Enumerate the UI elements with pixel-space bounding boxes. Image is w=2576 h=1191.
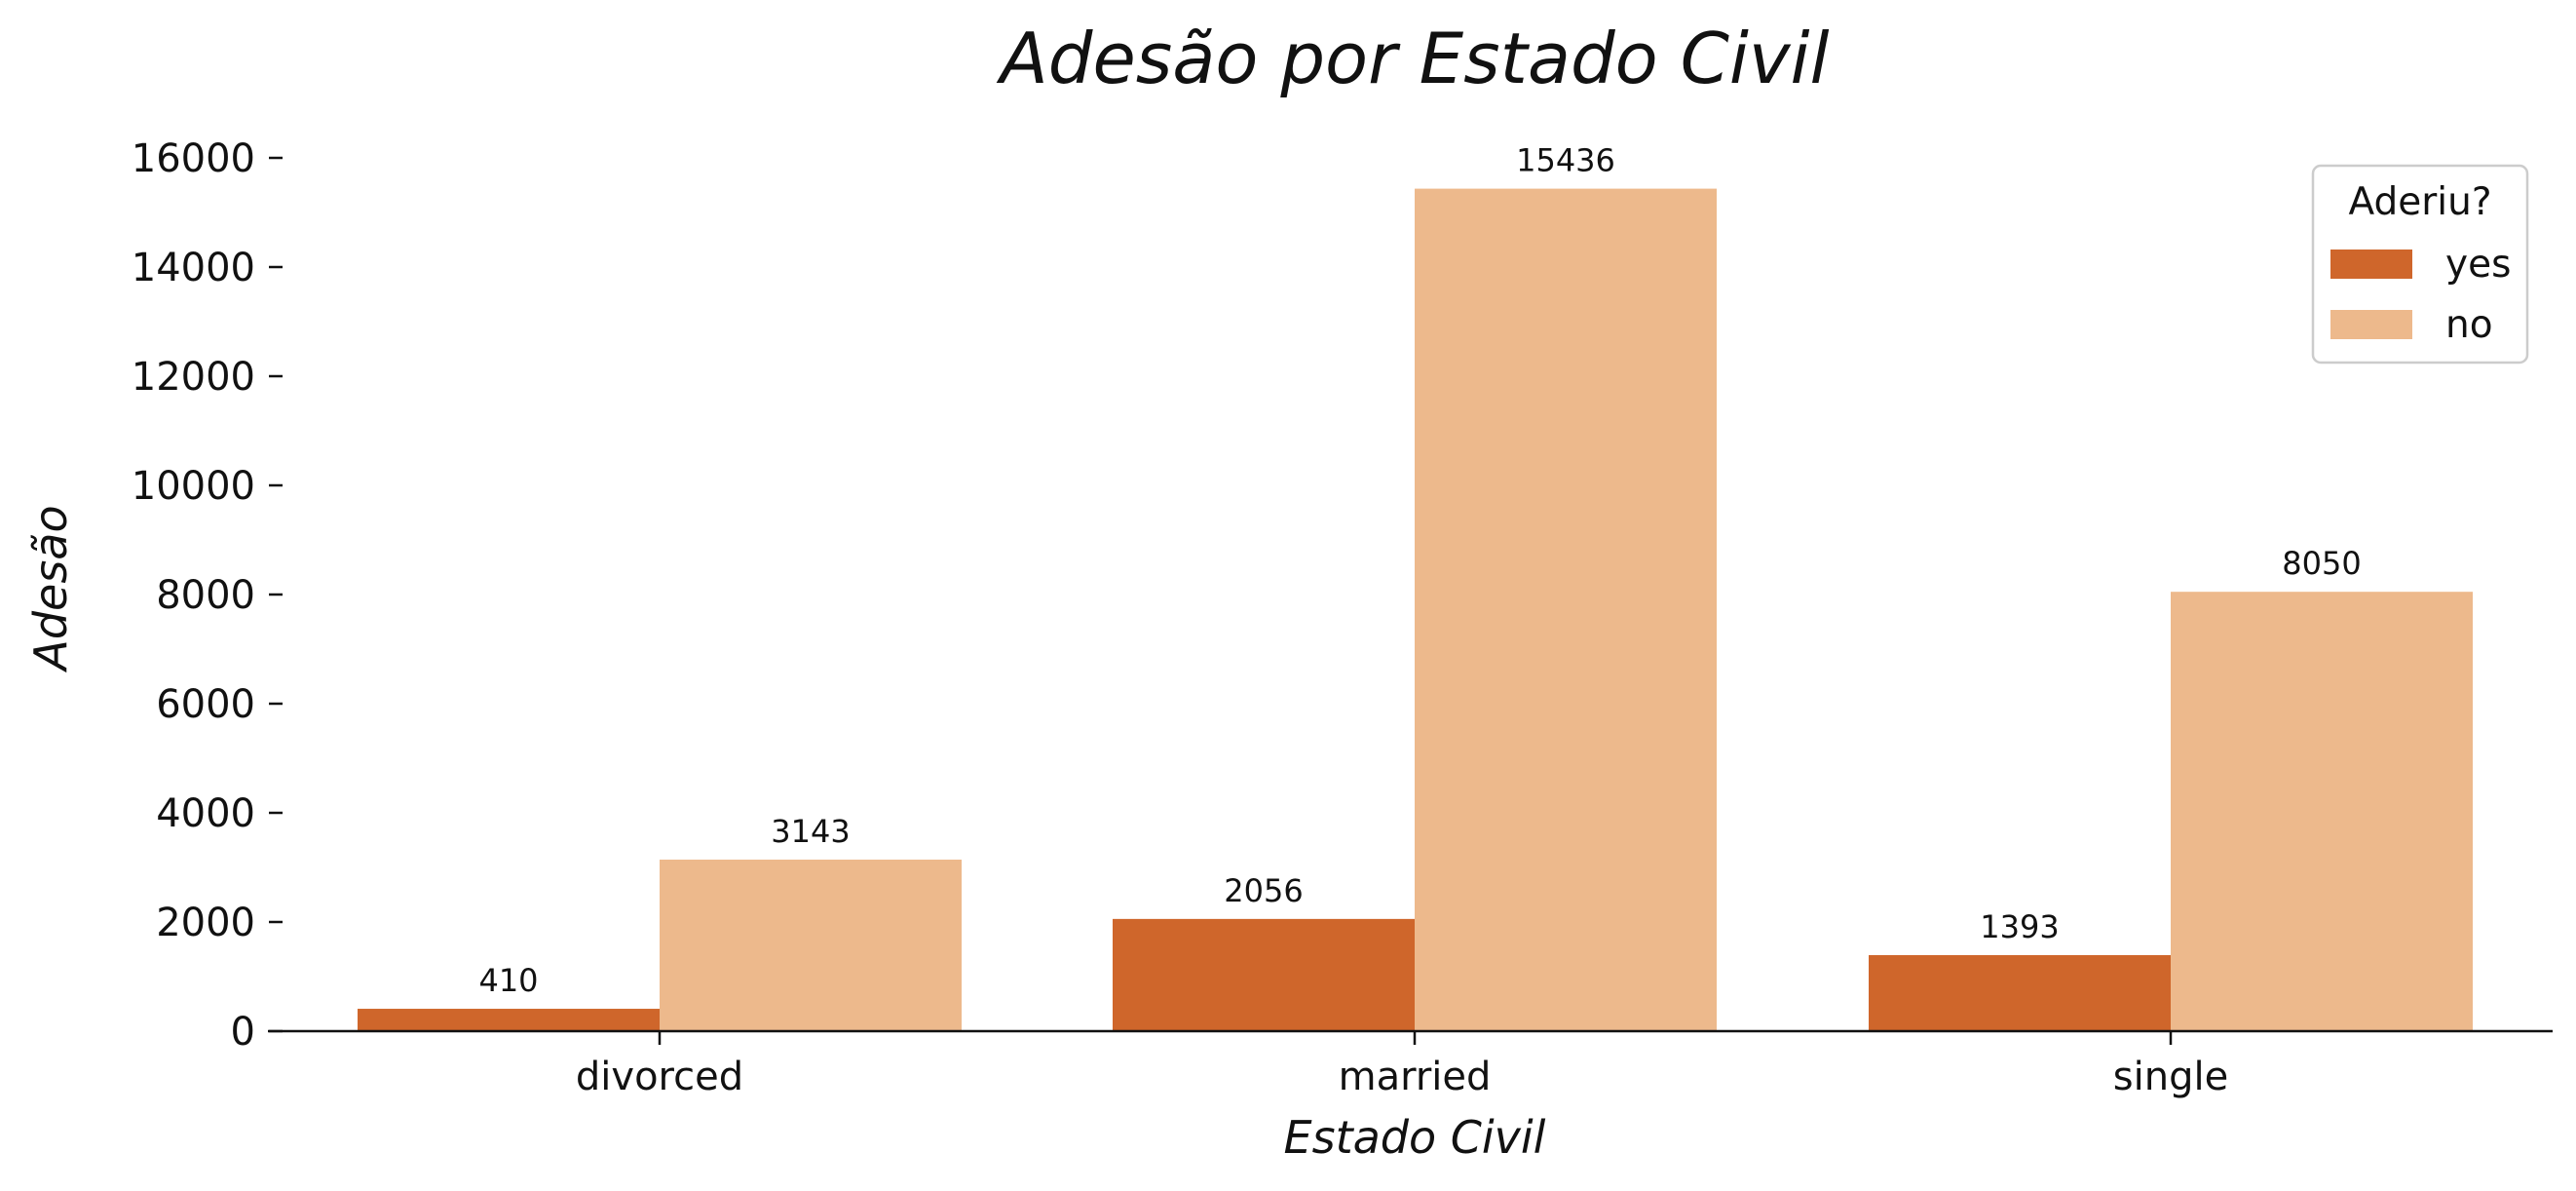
legend-swatch-no: [2330, 310, 2412, 339]
bar-no-single: [2171, 592, 2473, 1031]
y-tick-label: 10000: [132, 464, 255, 509]
y-axis-label: Adesão: [24, 505, 77, 672]
x-axis: divorced married single: [268, 1029, 2553, 1099]
data-label: 1393: [1980, 908, 2059, 945]
y-tick-label: 14000: [132, 246, 255, 290]
y-tick-label: 2000: [156, 901, 255, 945]
y-tick-label: 0: [231, 1010, 255, 1055]
y-tick-label: 16000: [132, 136, 255, 181]
bars-group: [358, 188, 2473, 1032]
data-label: 8050: [2282, 545, 2361, 582]
data-label: 3143: [771, 813, 850, 850]
data-label: 15436: [1516, 142, 1615, 179]
x-tick-label: single: [2113, 1055, 2228, 1099]
x-tick-label: divorced: [576, 1055, 743, 1099]
legend: Aderiu? yes no: [2311, 164, 2529, 365]
chart-title: Adesão por Estado Civil: [997, 18, 1830, 99]
x-tick-label: married: [1339, 1055, 1492, 1099]
data-label: 410: [478, 962, 538, 999]
data-labels-group: 410 2056 1393 3143 15436 8050: [478, 142, 2361, 999]
legend-label-no: no: [2445, 303, 2493, 347]
bar-yes-single: [1869, 954, 2171, 1031]
y-tick-label: 4000: [156, 791, 255, 836]
x-axis-label: Estado Civil: [1284, 1111, 1546, 1164]
bar-yes-divorced: [358, 1009, 660, 1031]
y-tick-label: 12000: [132, 355, 255, 400]
bar-yes-married: [1113, 918, 1415, 1031]
y-axis: 0 2000 4000 6000 8000 10000 12000 14000 16000: [132, 136, 283, 1055]
legend-label-yes: yes: [2445, 243, 2511, 287]
data-label: 2056: [1224, 872, 1303, 909]
bar-no-divorced: [660, 859, 962, 1031]
bar-no-married: [1415, 188, 1717, 1032]
legend-title: Aderiu?: [2348, 180, 2491, 224]
y-tick-label: 8000: [156, 573, 255, 618]
y-tick-label: 6000: [156, 682, 255, 727]
legend-swatch-yes: [2330, 250, 2412, 279]
